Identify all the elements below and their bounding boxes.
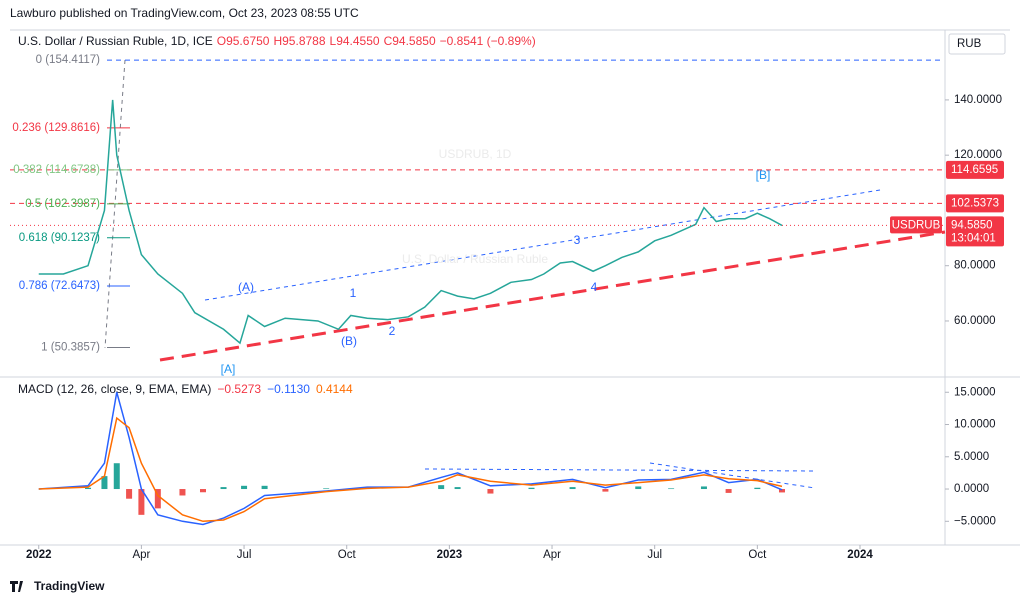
x-tick-label: Jul [237, 549, 252, 561]
x-tick-label: Apr [132, 549, 150, 561]
legend-item: H95.8788 [273, 34, 325, 48]
wave-label: (B) [341, 334, 357, 348]
support-trendline [159, 230, 946, 362]
channel-line [204, 189, 881, 301]
x-tick-label: Apr [543, 549, 561, 561]
fib-label: 0.618 (90.1237) [19, 232, 100, 244]
fib-label: 0.236 (129.8616) [12, 122, 100, 134]
price-label: 114.6595 [951, 164, 998, 176]
fib-label: 1 (50.3857) [41, 342, 100, 354]
brand: TradingView [34, 579, 105, 593]
macd-histogram-bar [138, 489, 145, 515]
currency: RUB [957, 38, 982, 50]
y-tick-label: 0.0000 [954, 483, 989, 495]
y-tick-label: 10.0000 [954, 419, 996, 431]
price-label-box [946, 194, 1004, 213]
macd-histogram-bar [700, 486, 707, 490]
legend-item: −0.8541 (−0.89%) [440, 34, 536, 48]
last-price-box [946, 216, 1004, 247]
macd-histogram-bar [323, 488, 330, 490]
x-tick-label: Oct [338, 549, 357, 561]
y-tick-label: 140.0000 [954, 94, 1002, 106]
macd-value: 0.4144 [316, 382, 353, 396]
symbol-box [890, 216, 942, 234]
fib-label: 0.786 (72.6473) [19, 280, 100, 292]
macd-histogram-bar [487, 489, 494, 494]
wave-label: 1 [350, 286, 357, 300]
macd-title: MACD (12, 26, close, 9, EMA, EMA) [18, 382, 211, 396]
x-tick-label: 2023 [437, 549, 463, 561]
fib-label: 0.5 (102.3987) [25, 198, 100, 210]
legend-item: L94.4550 [330, 34, 380, 48]
legend-item: O95.6750 [217, 34, 270, 48]
y-tick-label: 5.0000 [954, 451, 989, 463]
fib-label: 0 (154.4117) [36, 54, 101, 66]
macd-histogram-bar [126, 489, 133, 499]
y-tick-label: −5.0000 [954, 515, 996, 527]
macd-histogram-bar [199, 489, 206, 493]
macd-histogram-bar [454, 487, 461, 490]
macd-value: −0.1130 [267, 382, 310, 396]
x-tick-label: Jul [647, 549, 662, 561]
macd-histogram-bar [85, 487, 92, 490]
macd-histogram-bar [668, 488, 675, 490]
y-tick-label: 120.0000 [954, 149, 1002, 161]
watermark: U.S. Dollar / Russian Ruble [402, 252, 548, 266]
watermark: USDRUB, 1D [439, 147, 512, 161]
wave-label: [B] [756, 168, 771, 182]
macd-legend: MACD (12, 26, close, 9, EMA, EMA) −0.5273… [18, 382, 353, 396]
macd-histogram-bar [261, 485, 268, 490]
wave-label: 3 [574, 233, 581, 247]
x-tick-label: 2022 [26, 549, 52, 561]
macd-histogram-bar [725, 489, 732, 493]
macd-histogram-bar [635, 486, 642, 490]
attribution: Lawburo published on TradingView.com, Oc… [10, 6, 359, 20]
macd-value: −0.5273 [217, 382, 261, 396]
last-price: 94.5850 [951, 219, 993, 231]
fib-label: 0.382 (114.6738) [13, 164, 100, 176]
legend-item: U.S. Dollar / Russian Ruble, 1D, ICE [18, 34, 213, 48]
legend-item: C94.5850 [384, 34, 436, 48]
macd-histogram-bar [154, 489, 161, 509]
macd-line [38, 416, 783, 523]
wave-label: (A) [238, 280, 254, 294]
y-tick-label: 15.0000 [954, 386, 996, 398]
legend: U.S. Dollar / Russian Ruble, 1D, ICE O95.… [18, 34, 536, 48]
countdown: 13:04:01 [951, 232, 996, 244]
macd-histogram-bar [438, 485, 445, 490]
macd-histogram-bar [101, 476, 108, 490]
macd-histogram-bar [754, 487, 761, 490]
x-tick-label: 2024 [847, 549, 873, 561]
symbol-label: USDRUB [892, 219, 941, 231]
wave-label: [A] [221, 362, 236, 376]
macd-divergence-line [424, 468, 816, 472]
macd-histogram-bar [179, 489, 186, 496]
currency-box [948, 33, 1006, 55]
y-tick-label: 60.0000 [954, 315, 996, 327]
macd-histogram-bar [220, 487, 227, 490]
macd-histogram-bar [778, 489, 785, 493]
price-label: 102.5373 [951, 197, 999, 209]
x-tick-label: Oct [748, 549, 767, 561]
macd-histogram-bar [241, 485, 248, 490]
wave-label: 2 [389, 324, 396, 338]
wave-label: 4 [591, 280, 598, 294]
macd-line [38, 392, 783, 526]
macd-histogram-bar [569, 487, 576, 490]
price-label-box [946, 160, 1004, 179]
price-line [38, 99, 783, 345]
macd-divergence-line [649, 462, 816, 489]
y-tick-label: 80.0000 [954, 260, 996, 272]
brand-logo [10, 581, 23, 592]
macd-histogram-bar [113, 463, 120, 490]
macd-histogram-bar [528, 487, 535, 490]
macd-histogram-bar [602, 489, 609, 492]
